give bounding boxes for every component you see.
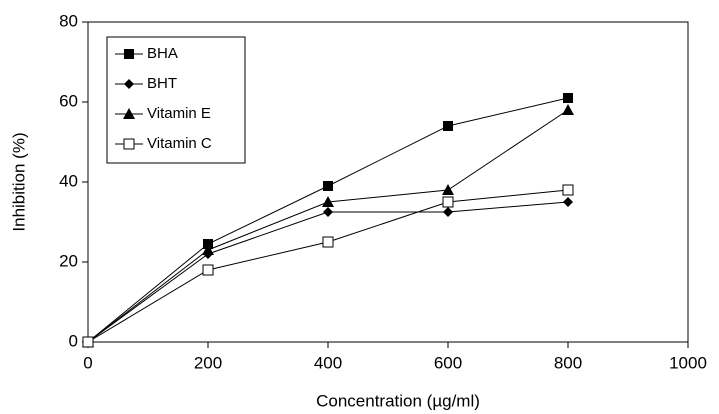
y-axis-label: Inhibition (%): [9, 132, 28, 231]
marker: [322, 196, 334, 207]
x-axis-label: Concentration (µg/ml): [316, 391, 480, 410]
y-tick-label: 20: [59, 251, 78, 270]
marker: [442, 184, 454, 195]
marker: [202, 244, 214, 255]
marker: [443, 207, 453, 217]
legend-marker: [123, 138, 135, 150]
series-line: [87, 201, 569, 343]
legend-marker: [124, 49, 134, 59]
x-tick-label: 0: [83, 353, 92, 372]
y-tick-label: 80: [59, 11, 78, 30]
legend-label: BHT: [147, 75, 177, 92]
marker: [323, 207, 333, 217]
legend: BHA BHT Vitamin E Vitamin C: [106, 36, 246, 164]
marker: [443, 121, 453, 131]
x-tick-label: 200: [194, 353, 222, 372]
legend-marker: [124, 79, 134, 89]
marker: [562, 104, 574, 115]
x-tick-label: 400: [314, 353, 342, 372]
y-tick-label: 0: [69, 331, 78, 350]
y-tick-label: 40: [59, 171, 78, 190]
legend-label: BHA: [147, 45, 178, 62]
marker: [322, 236, 334, 248]
legend-marker: [123, 108, 135, 119]
marker: [562, 184, 574, 196]
x-tick-label: 800: [554, 353, 582, 372]
marker: [323, 181, 333, 191]
legend-label: Vitamin C: [147, 135, 212, 152]
marker: [442, 196, 454, 208]
legend-label: Vitamin E: [147, 105, 211, 122]
x-tick-label: 600: [434, 353, 462, 372]
marker: [563, 197, 573, 207]
marker: [202, 264, 214, 276]
y-tick-label: 60: [59, 91, 78, 110]
marker: [82, 336, 94, 348]
marker: [563, 93, 573, 103]
x-tick-label: 1000: [669, 353, 707, 372]
